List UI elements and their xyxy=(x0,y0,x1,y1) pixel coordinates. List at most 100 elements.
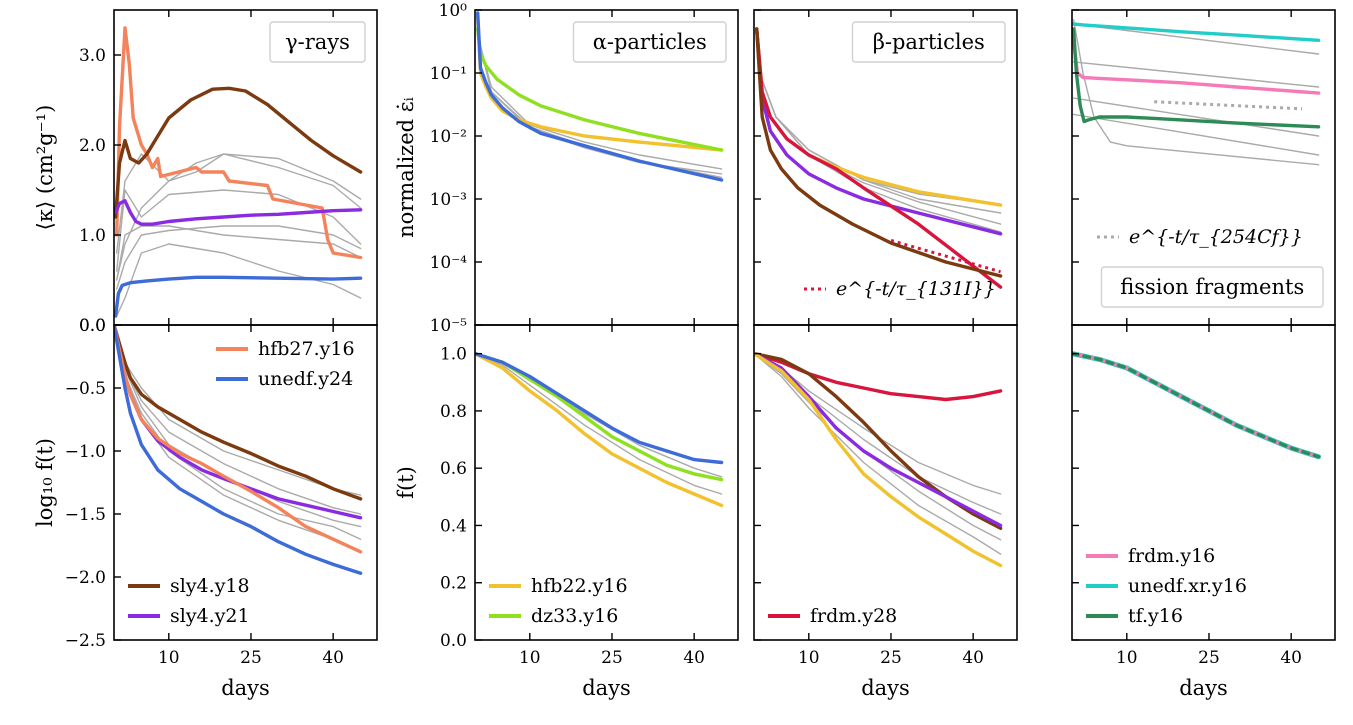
x-tick-label: 25 xyxy=(601,648,623,668)
series-line-sly4-y18 xyxy=(755,27,1003,278)
legend: frdm.y28 xyxy=(768,605,897,627)
series-line-other xyxy=(1072,113,1320,156)
panel-top-3: β-particles e^{-t/τ_{131I}} xyxy=(753,9,1018,326)
series-line-sly4-y18 xyxy=(114,325,363,501)
series-group xyxy=(755,27,1003,289)
title-box xyxy=(1100,266,1324,308)
y-tick-label: 0.6 xyxy=(440,459,467,479)
x-tick-label: 40 xyxy=(683,648,705,668)
y-tick-label: 0.8 xyxy=(440,402,467,422)
y-tick-label: 0.4 xyxy=(440,516,467,536)
series-group xyxy=(475,351,724,508)
y-tick-label: −1.0 xyxy=(65,442,106,462)
y-tick-label: 10⁻³ xyxy=(430,190,467,210)
x-tick-label: 40 xyxy=(322,648,344,668)
series-line-dz33-y16 xyxy=(476,27,724,152)
y-tick-label: 3.0 xyxy=(79,46,106,66)
series-line-sly4-y21 xyxy=(755,27,1003,236)
legend-label-hfb22-y16: hfb22.y16 xyxy=(531,575,628,597)
series-line-tf-y16 xyxy=(1072,27,1321,129)
panel-title: fission fragments xyxy=(1120,275,1304,299)
panel-bottom-2: 10 25 40 days 0.0 0.2 0.4 0.6 0.8 1.0 f(t) xyxy=(394,324,739,700)
y-axis-label: ⟨κ⟩ (cm²g⁻¹) xyxy=(33,105,57,231)
series-line-frdm-y16 xyxy=(1072,41,1321,95)
series-line-other xyxy=(115,243,362,317)
y-tick-label: 10⁻¹ xyxy=(430,64,467,84)
y-tick-label: 10⁻⁵ xyxy=(430,316,468,336)
series-group xyxy=(114,26,363,318)
series-line-other xyxy=(758,72,1002,233)
annotation-label: e^{-t/τ_{131I}} xyxy=(836,278,996,300)
y-tick-label: 1.0 xyxy=(440,345,467,365)
series-line-unedf-y24 xyxy=(476,11,724,182)
axes-frame xyxy=(113,324,378,641)
panel-bottom-4: 10 25 40 days xyxy=(1071,324,1336,700)
x-axis-label: days xyxy=(221,676,270,700)
legend-label-unedf-y24: unedf.y24 xyxy=(258,368,353,390)
series-line-other xyxy=(1072,97,1320,137)
y-axis-label: f(t) xyxy=(394,466,418,499)
axes-frame xyxy=(753,324,1018,641)
series-group xyxy=(476,11,724,182)
series-line-sly4-y21 xyxy=(114,199,363,226)
y-tick-label: 0.0 xyxy=(440,631,467,651)
title-box xyxy=(269,21,366,63)
legend-label-sly4-y18: sly4.y18 xyxy=(170,575,250,597)
series-line-other xyxy=(758,72,1002,214)
x-tick-label: 25 xyxy=(1198,648,1220,668)
legend-label-unedf-xr-y16: unedf.xr.y16 xyxy=(1128,575,1247,597)
series-group xyxy=(1072,351,1322,460)
y-tick-label: −2.0 xyxy=(65,568,106,588)
y-tick-label: 0.0 xyxy=(79,316,106,336)
legend: frdm.y16 unedf.xr.y16 tf.y16 xyxy=(1086,545,1247,627)
x-tick-label: 25 xyxy=(880,648,902,668)
legend-label-dz33-y16: dz33.y16 xyxy=(531,605,618,627)
series-line-unedf-y24 xyxy=(114,325,363,575)
series-line-hfb27-y16 xyxy=(114,325,363,554)
axes-frame xyxy=(474,324,739,641)
y-tick-label: 10⁰ xyxy=(439,1,468,21)
x-axis-label: days xyxy=(1179,676,1228,700)
x-axis-label: days xyxy=(582,676,631,700)
series-line-other xyxy=(115,225,362,281)
x-tick-label: 25 xyxy=(240,648,262,668)
x-tick-label: 40 xyxy=(962,648,984,668)
series-line-hfb22-y16 xyxy=(475,351,724,508)
y-tick-label: 0.2 xyxy=(440,574,467,594)
series-group xyxy=(1072,19,1321,166)
legend-label-frdm-y28: frdm.y28 xyxy=(810,605,897,627)
series-line-other xyxy=(115,225,362,290)
y-tick-label: 0.0 xyxy=(79,316,106,336)
series-line-other xyxy=(1072,23,1320,55)
series-line-other xyxy=(1072,61,1320,88)
series-line-tf-y16 xyxy=(1072,351,1321,459)
legend: sly4.y18 sly4.y21 xyxy=(128,575,250,627)
series-group xyxy=(114,325,363,575)
series-line-hfb27-y16 xyxy=(114,26,363,260)
legend-label-frdm-y16: frdm.y16 xyxy=(1128,545,1215,567)
series-line-other xyxy=(477,34,723,170)
series-line-other xyxy=(115,189,362,272)
x-tick-label: 10 xyxy=(519,648,541,668)
series-line-other xyxy=(1072,19,1320,166)
x-axis-label: days xyxy=(861,676,910,700)
y-tick-label: 10⁻² xyxy=(430,127,467,147)
title-box xyxy=(851,21,1006,63)
x-tick-label: 10 xyxy=(798,648,820,668)
panel-top-2: 10⁻⁵ 10⁻⁴ 10⁻³ 10⁻² 10⁻¹ 10⁰ normalized ε̇ᵢ α-p… xyxy=(394,1,739,336)
series-line-sly4-y21 xyxy=(754,351,1003,528)
series-line-other xyxy=(758,72,1002,225)
series-line-unedf-xr-y16 xyxy=(1072,22,1321,42)
x-tick-label: 40 xyxy=(1280,648,1302,668)
legend: hfb27.y16 unedf.y24 xyxy=(216,338,355,390)
legend-label-tf-y16: tf.y16 xyxy=(1128,605,1183,627)
x-tick-label: 10 xyxy=(1116,648,1138,668)
x-tick-label: 10 xyxy=(158,648,180,668)
y-tick-label: 1.0 xyxy=(79,226,106,246)
series-line-other xyxy=(754,352,1002,555)
title-box xyxy=(572,21,727,63)
series-line-other xyxy=(115,153,362,254)
legend: hfb22.y16 dz33.y16 xyxy=(489,575,628,627)
panel-bottom-1: 10 25 40 days −2.5 −2.0 −1.5 −1.0 −0.5 0.0 log₁₀ f… xyxy=(33,316,378,700)
